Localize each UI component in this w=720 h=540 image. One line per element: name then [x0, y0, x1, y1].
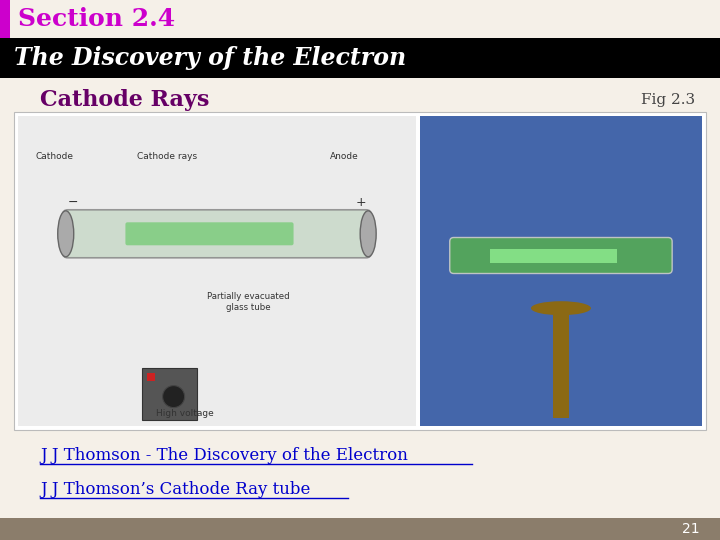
Bar: [490, 248, 617, 262]
Text: Fig 2.3: Fig 2.3: [641, 93, 695, 107]
Text: Cathode Rays: Cathode Rays: [40, 89, 210, 111]
Bar: [553, 309, 569, 418]
Bar: [142, 368, 197, 420]
Bar: [0, 518, 720, 540]
Text: Section 2.4: Section 2.4: [18, 7, 175, 31]
Text: High voltage: High voltage: [156, 409, 214, 418]
Text: +: +: [356, 196, 366, 209]
Circle shape: [163, 386, 184, 408]
Text: −: −: [68, 196, 78, 209]
Bar: [10, 0, 720, 38]
Bar: [420, 116, 702, 426]
Text: The Discovery of the Electron: The Discovery of the Electron: [14, 46, 406, 70]
Bar: [147, 373, 155, 381]
Bar: [0, 38, 720, 78]
Text: Partially evacuated
glass tube: Partially evacuated glass tube: [207, 292, 290, 312]
Ellipse shape: [531, 301, 591, 315]
Text: 21: 21: [683, 522, 700, 536]
Text: J J Thomson’s Cathode Ray tube: J J Thomson’s Cathode Ray tube: [40, 482, 310, 498]
FancyBboxPatch shape: [125, 222, 294, 245]
FancyBboxPatch shape: [63, 210, 372, 258]
Ellipse shape: [360, 211, 376, 257]
Text: Anode: Anode: [330, 152, 359, 161]
Text: Cathode: Cathode: [36, 152, 74, 161]
Bar: [14, 112, 706, 430]
Text: Cathode rays: Cathode rays: [138, 152, 197, 161]
Bar: [18, 116, 416, 426]
FancyBboxPatch shape: [450, 238, 672, 273]
Bar: [0, 0, 10, 38]
Ellipse shape: [58, 211, 73, 257]
Text: J J Thomson - The Discovery of the Electron: J J Thomson - The Discovery of the Elect…: [40, 448, 408, 464]
